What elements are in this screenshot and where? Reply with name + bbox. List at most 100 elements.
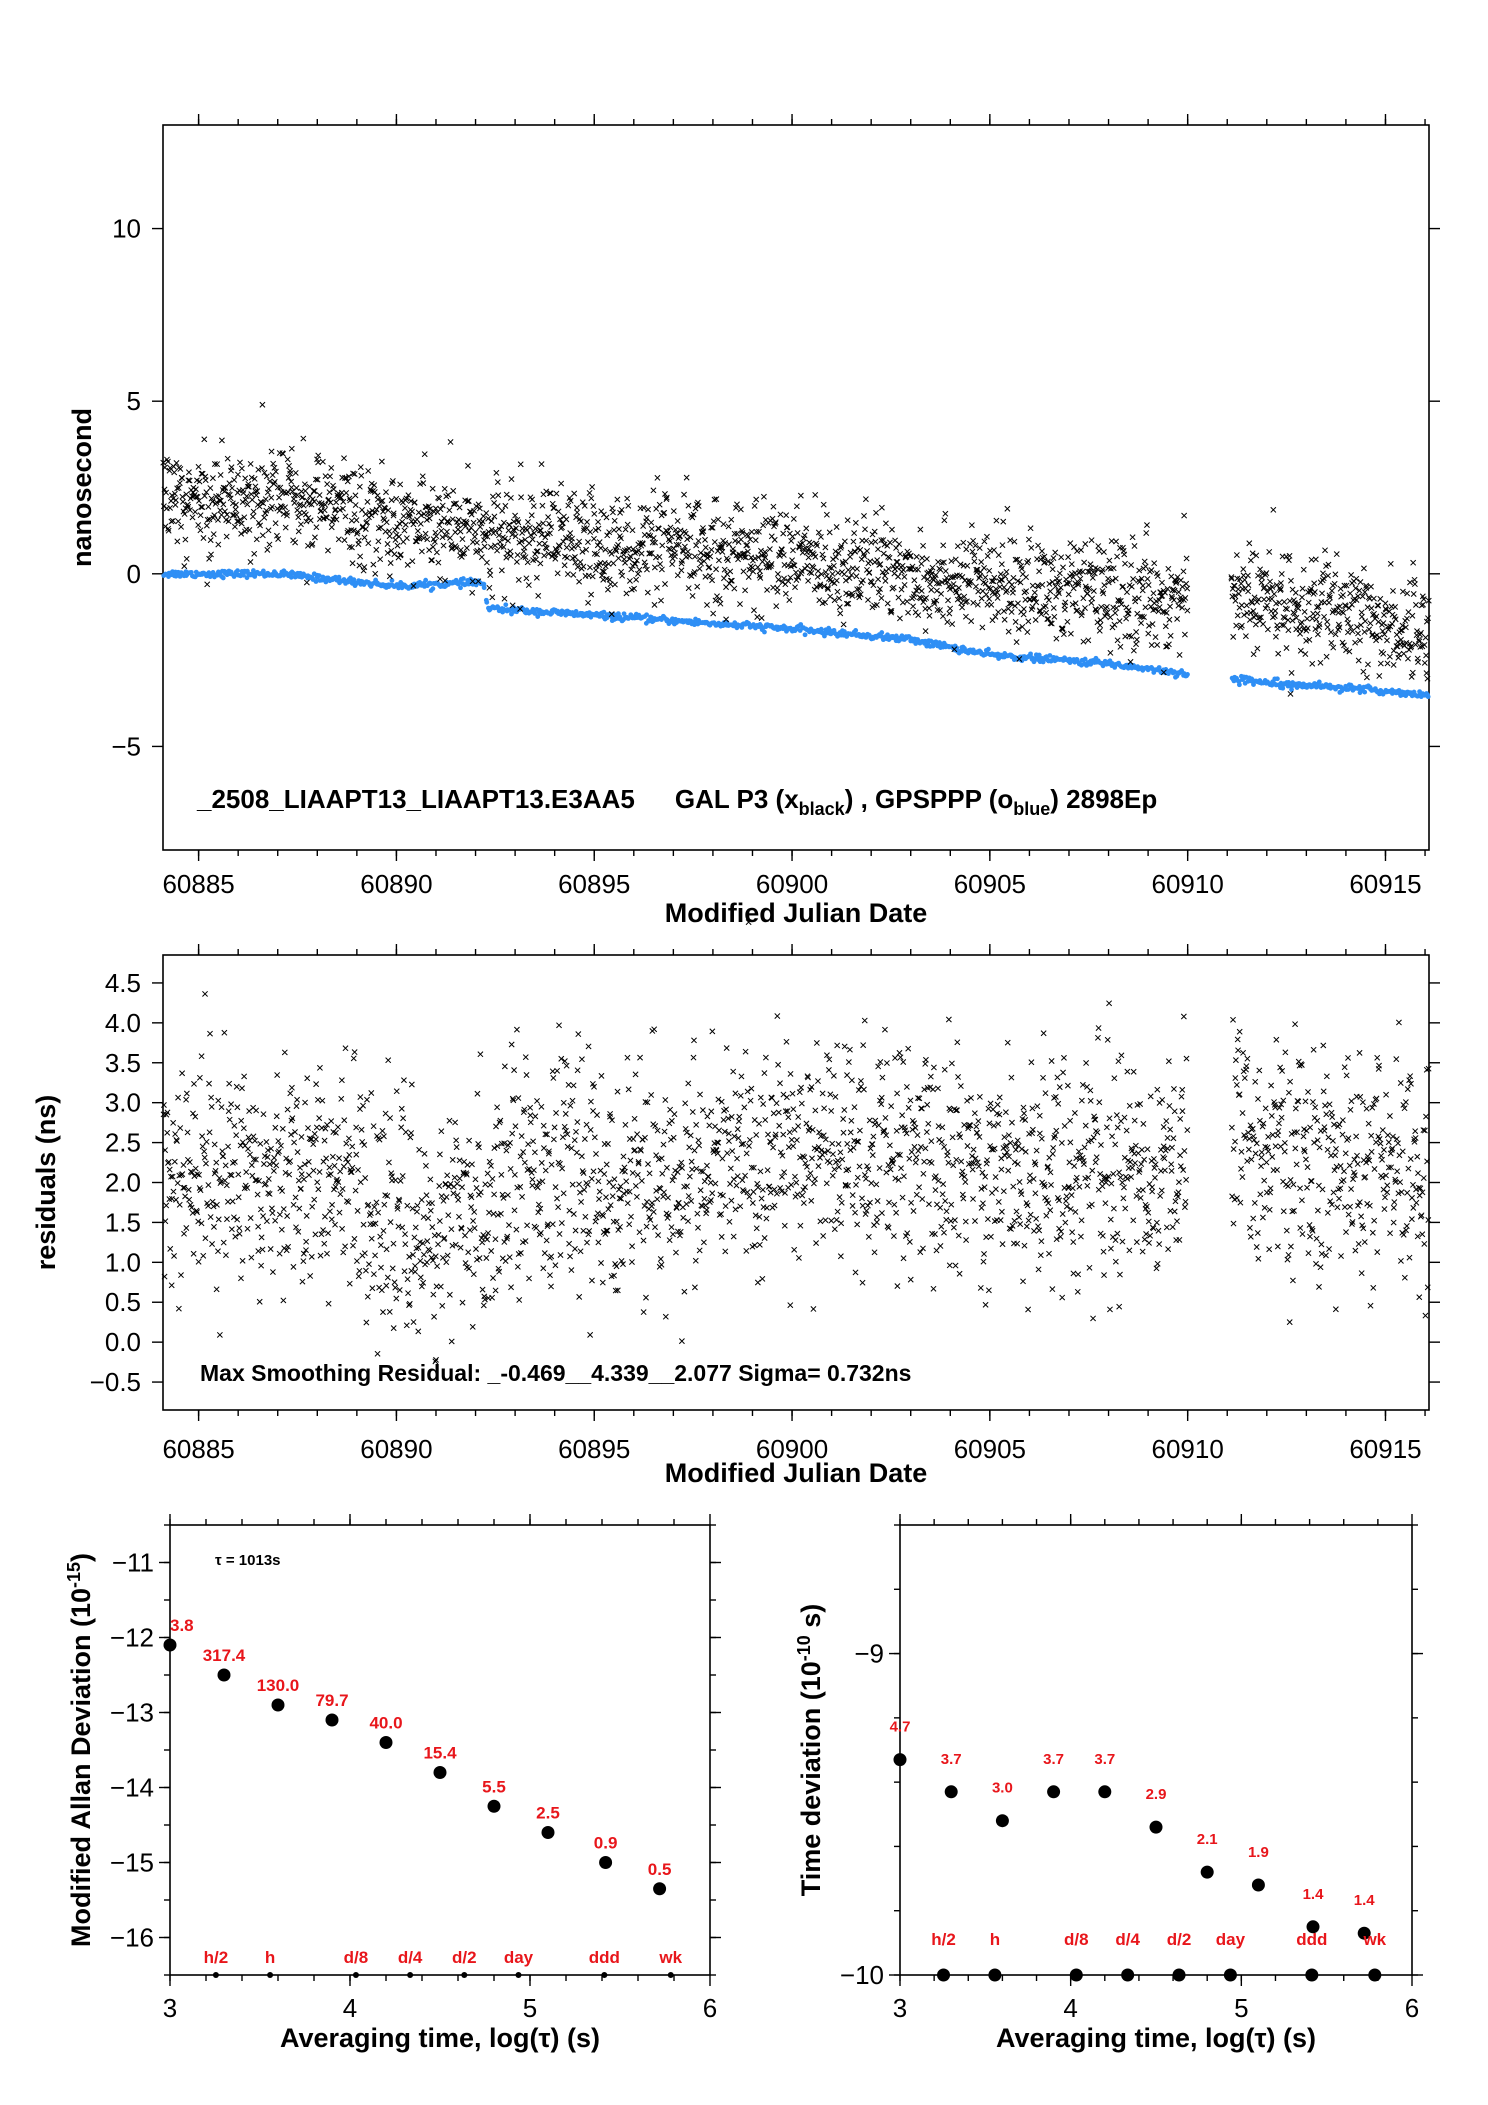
data-point-x	[895, 573, 902, 580]
data-point-x	[840, 1116, 847, 1122]
data-point-x	[829, 571, 836, 577]
data-point-x	[225, 1108, 232, 1115]
data-point-x	[906, 1238, 913, 1245]
data-point-x	[722, 1248, 729, 1255]
data-point-x	[543, 488, 550, 495]
data-point-x	[596, 539, 603, 546]
data-point-x	[783, 512, 790, 519]
data-point-x	[1023, 588, 1030, 595]
data-point-x	[919, 555, 926, 562]
data-point-x	[407, 498, 414, 504]
data-point-x	[531, 530, 538, 537]
data-point-x	[893, 558, 900, 565]
data-point-x	[533, 1225, 540, 1231]
data-point-x	[680, 548, 687, 555]
data-point-o	[1047, 653, 1053, 658]
data-point-x	[591, 535, 597, 542]
data-point-x	[1107, 649, 1114, 656]
data-point-x	[418, 1197, 425, 1203]
data-point-x	[507, 1139, 513, 1146]
data-point-x	[259, 1246, 266, 1253]
data-point-x	[500, 519, 507, 526]
data-point-x	[387, 1219, 394, 1226]
data-point-x	[489, 1175, 496, 1182]
data-point-x	[900, 566, 907, 573]
data-point-x	[788, 1181, 795, 1188]
data-point-x	[1370, 595, 1377, 602]
data-point-x	[805, 1175, 812, 1182]
data-point-x	[297, 1164, 303, 1171]
data-point-x	[625, 1086, 632, 1093]
data-point-x	[668, 1117, 675, 1124]
data-point-x	[513, 1226, 520, 1233]
data-point-x	[414, 1208, 420, 1215]
data-point-x	[812, 1176, 818, 1182]
data-point-x	[239, 1257, 246, 1264]
data-point-x	[697, 1091, 703, 1098]
data-point-x	[840, 621, 847, 628]
data-point-x	[1344, 629, 1351, 636]
data-point-x	[385, 1057, 392, 1064]
data-point-x	[935, 1177, 942, 1184]
data-point-x	[440, 1197, 447, 1204]
data-point-o	[484, 599, 490, 605]
data-point-x	[1020, 611, 1027, 618]
data-point-x	[349, 560, 356, 567]
data-point-x	[276, 1211, 283, 1218]
data-point-x	[537, 560, 544, 567]
data-point-x	[370, 561, 377, 568]
data-point-x	[383, 1246, 390, 1253]
data-point-o	[1425, 694, 1431, 700]
data-point-x	[807, 1170, 814, 1177]
data-point-x	[438, 1193, 445, 1200]
data-point-x	[239, 1085, 245, 1092]
data-point-x	[501, 1239, 508, 1245]
data-point-x	[1101, 582, 1108, 589]
data-point-x	[193, 493, 200, 500]
data-point-x	[963, 546, 970, 553]
data-point-x	[1097, 622, 1104, 629]
data-point-x	[570, 1082, 577, 1089]
data-point-x	[204, 581, 211, 588]
data-point-x	[978, 1204, 985, 1211]
data-point-x	[696, 1142, 703, 1149]
data-point-o	[1236, 682, 1242, 688]
data-point-x	[630, 546, 637, 553]
data-point-x	[312, 1136, 319, 1143]
data-point-x	[300, 502, 307, 509]
data-point-x	[999, 542, 1006, 549]
data-point-x	[640, 1237, 647, 1244]
data-point-x	[426, 547, 433, 554]
data-point-x	[608, 611, 615, 618]
data-point-x	[483, 510, 490, 517]
data-point-x	[551, 505, 558, 511]
data-point-x	[662, 1096, 669, 1103]
data-point-x	[984, 553, 991, 559]
data-point-x	[224, 511, 231, 518]
data-point-x	[1322, 547, 1328, 554]
data-point-x	[633, 576, 640, 583]
data-point-x	[341, 455, 347, 462]
data-point-x	[932, 1173, 939, 1180]
data-point-x	[731, 585, 738, 592]
data-point-x	[859, 1195, 865, 1202]
data-point-x	[844, 1072, 850, 1079]
data-point-x	[183, 1225, 190, 1231]
data-point-x	[345, 1135, 352, 1142]
data-point-x	[851, 530, 858, 537]
data-point-x	[848, 1117, 855, 1124]
data-point-x	[1184, 585, 1191, 592]
data-point-x	[397, 1177, 404, 1184]
data-point-x	[831, 597, 838, 604]
data-point-x	[552, 555, 559, 562]
data-point-x	[230, 1214, 237, 1221]
data-point-x	[195, 463, 202, 470]
data-point-x	[661, 509, 668, 516]
data-point-x	[299, 1278, 306, 1285]
data-point-x	[429, 1224, 436, 1231]
data-point-o	[762, 629, 767, 635]
data-point-x	[242, 475, 249, 482]
data-point-x	[751, 1242, 758, 1249]
data-point-x	[206, 555, 213, 562]
data-point-x	[343, 489, 350, 496]
